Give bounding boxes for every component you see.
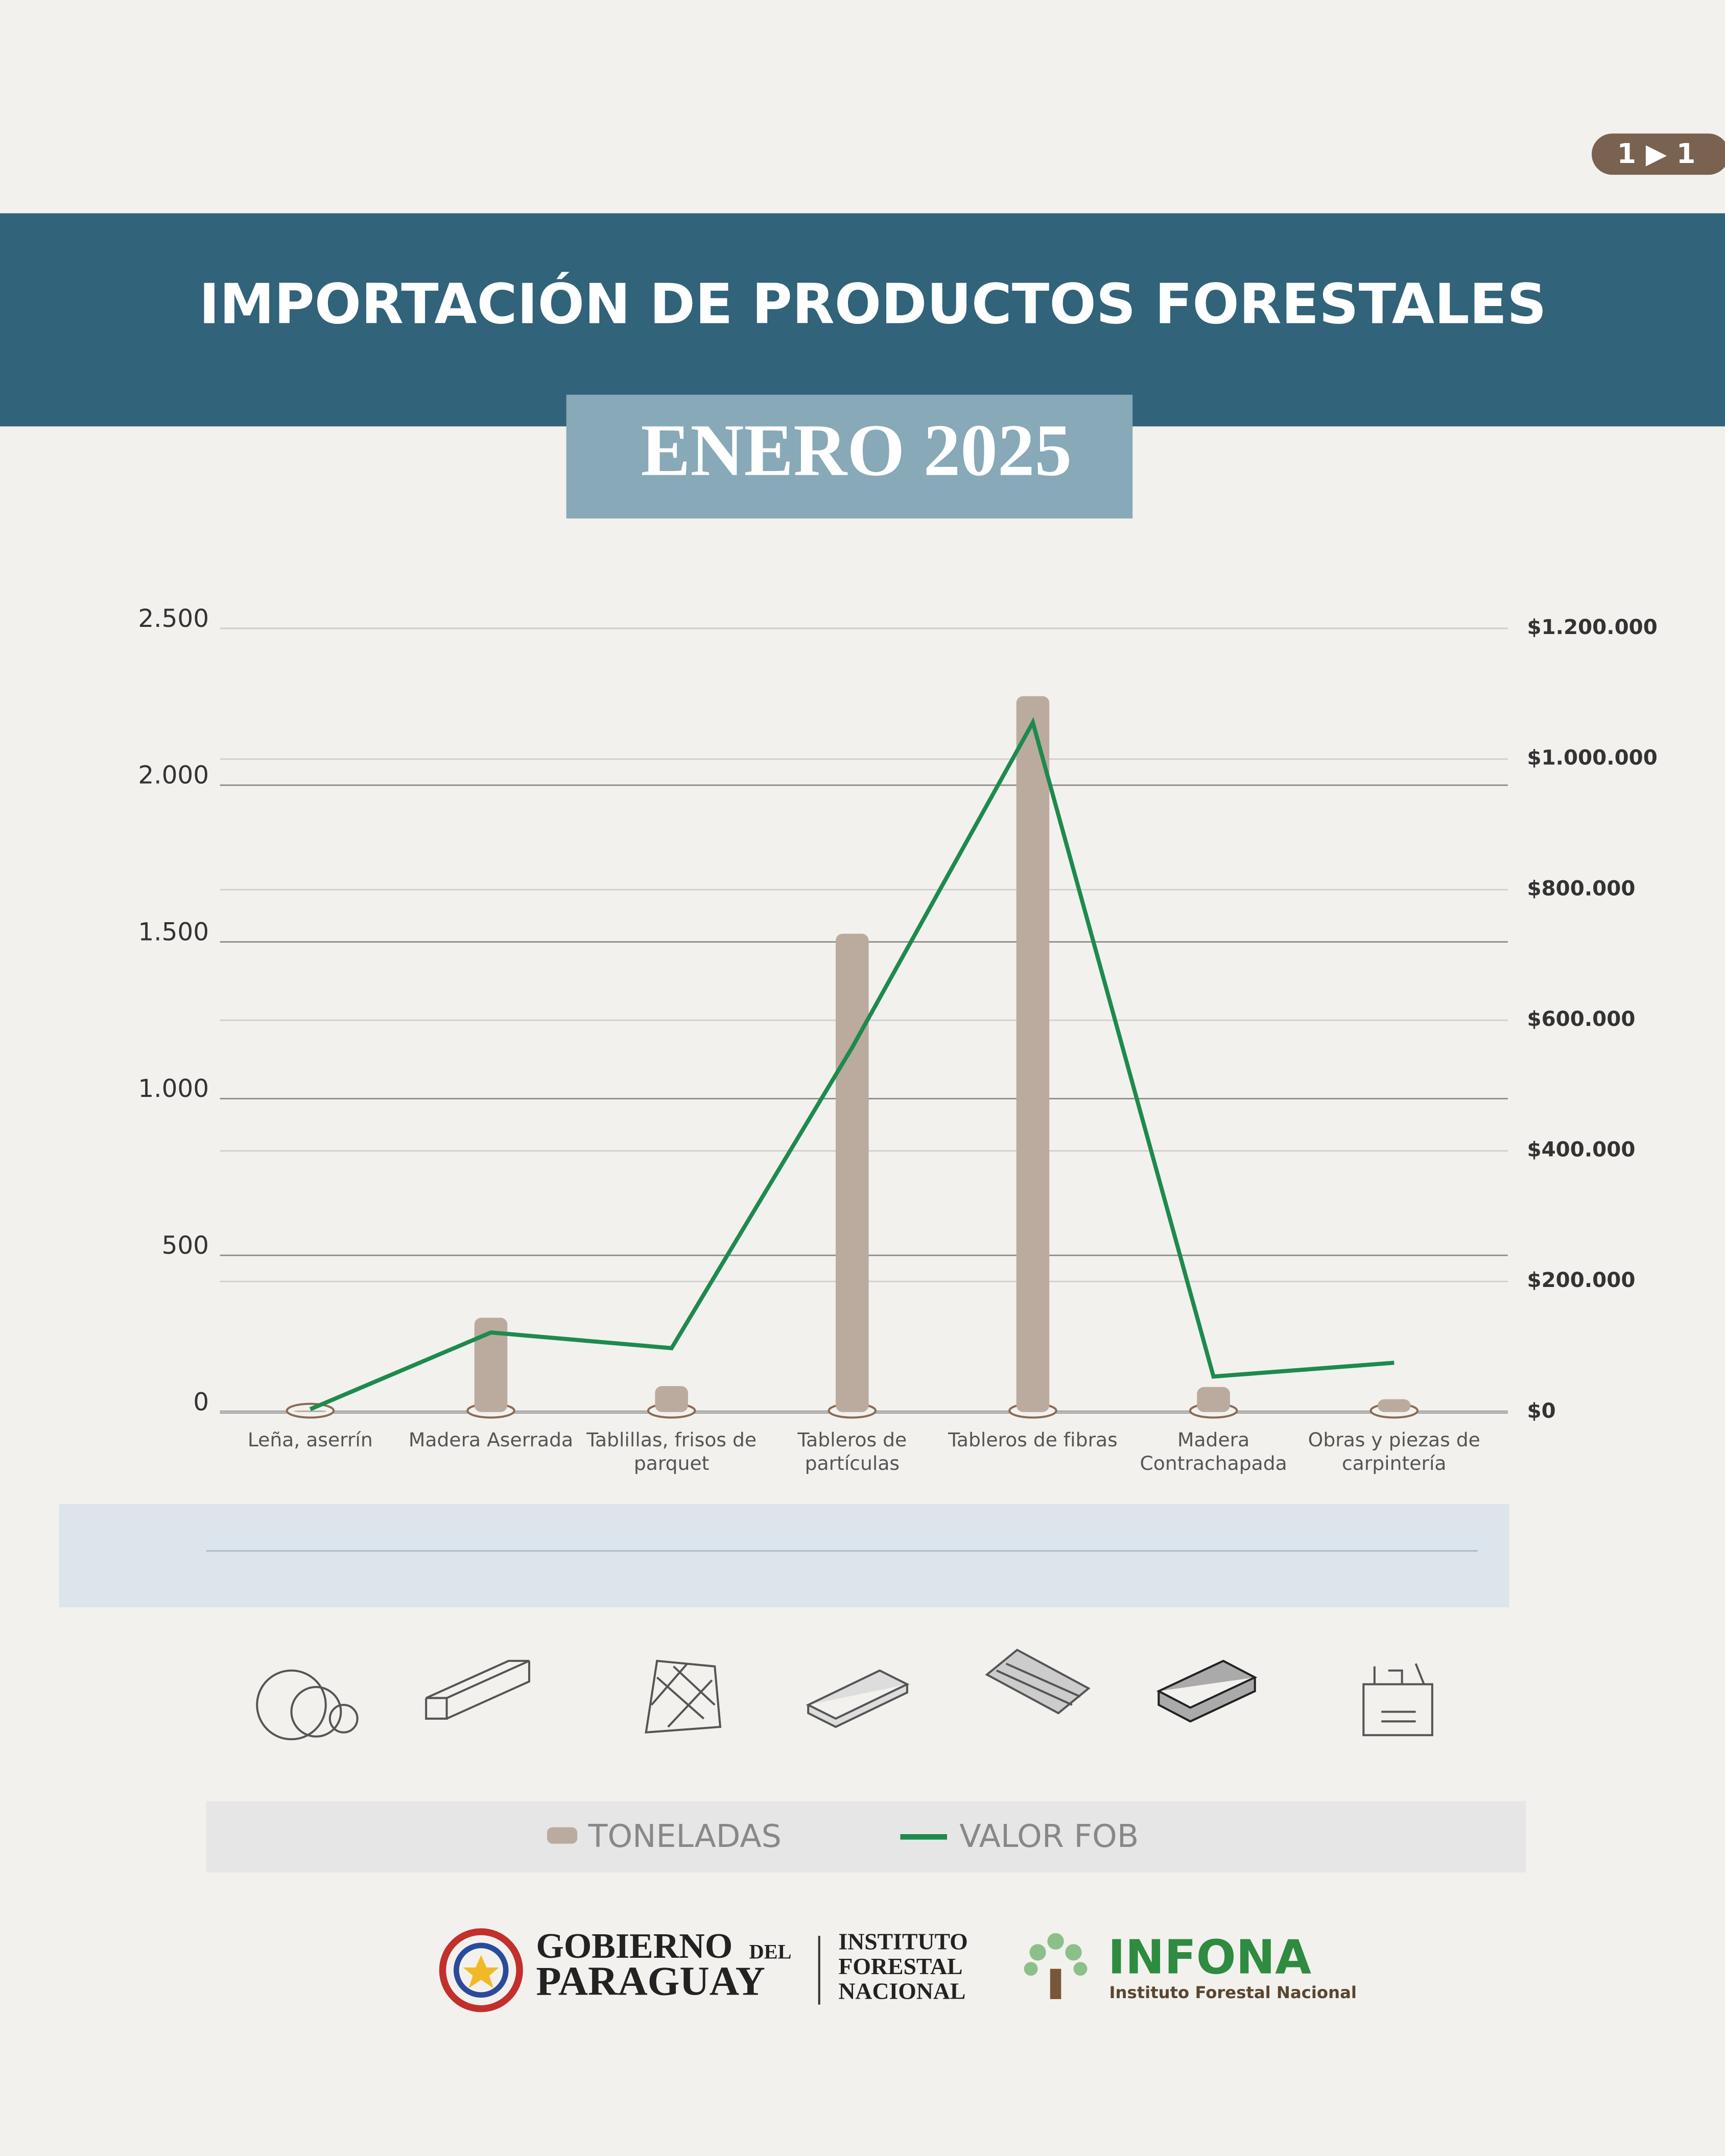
- y-tick-label: 2.500: [138, 604, 209, 633]
- y2-tick-label: $400.000: [1527, 1138, 1636, 1162]
- footer: GOBIERNO DEL PARAGUAY INSTITUTO FORESTAL…: [439, 1927, 1357, 2012]
- icon-carpentry: [1362, 1663, 1433, 1737]
- x-tick-label-box: Madera Aserrada: [408, 1429, 574, 1452]
- subtitle-box: [566, 394, 1133, 519]
- institute-line: INSTITUTO: [838, 1929, 967, 1955]
- x-tick-label-box: Madera Contrachapada: [1140, 1429, 1287, 1475]
- chart-title: IMPORTACIÓN DE PRODUCTOS FORESTALES: [199, 272, 1547, 336]
- icon-particleboard: [806, 1669, 910, 1728]
- icon-plywood: [1156, 1659, 1258, 1723]
- legend-label: VALOR FOB: [959, 1818, 1139, 1855]
- icon-lumber: [425, 1659, 530, 1720]
- bar: [655, 1386, 688, 1412]
- x-tick-label-box: Tableros de partículas: [797, 1429, 907, 1475]
- x-tick-label-box: Tablillas, frisos de parquet: [586, 1429, 757, 1475]
- y2-tick-label: $1.200.000: [1527, 615, 1658, 639]
- bar: [1016, 696, 1050, 1412]
- icon-parquet: [645, 1659, 722, 1734]
- x-tick-label: Madera Aserrada: [408, 1429, 574, 1452]
- legend-swatch: [547, 1827, 578, 1844]
- gov-line2: PARAGUAY: [536, 1958, 765, 2004]
- line: [309, 717, 1395, 1411]
- legend: TONELADAS VALOR FOB: [547, 1818, 1139, 1855]
- legend-band: [206, 1801, 1526, 1873]
- legend-label: TONELADAS: [588, 1818, 782, 1855]
- data-table: [59, 1504, 1509, 1607]
- y-tick-label: 500: [162, 1231, 209, 1260]
- institute-line: FORESTAL: [838, 1953, 962, 1979]
- y-tick-label: 0: [193, 1388, 209, 1417]
- x-tick-label: Tableros de fibras: [948, 1429, 1118, 1452]
- y2-tick-label: $600.000: [1527, 1007, 1636, 1031]
- y2-tick-label: $1.000.000: [1527, 746, 1658, 770]
- y2-tick-label: $200.000: [1527, 1268, 1636, 1292]
- y2-tick-label: $800.000: [1527, 876, 1636, 900]
- icon-firewood: [256, 1669, 359, 1741]
- bar: [474, 1318, 508, 1412]
- x-tick-label: Obras y piezas de carpintería: [1308, 1429, 1480, 1475]
- page-indicator: 1 ▶ 1: [1617, 137, 1696, 170]
- x-tick-label: Madera Contrachapada: [1140, 1429, 1287, 1475]
- infona-logo: INFONA: [1108, 1930, 1311, 1984]
- bar: [1197, 1387, 1230, 1412]
- x-tick-label-box: Leña, aserrín: [247, 1429, 373, 1452]
- institute-line: NACIONAL: [838, 1978, 965, 2004]
- page-badge: [1592, 133, 1725, 175]
- y-tick-label: 1.000: [138, 1074, 209, 1103]
- x-tick-label-box: Tableros de fibras: [948, 1429, 1118, 1452]
- icon-fiberboard: [985, 1648, 1091, 1715]
- x-tick-label: Tableros de partículas: [797, 1429, 907, 1475]
- y-tick-label: 1.500: [138, 918, 209, 946]
- x-tick-label: Tablillas, frisos de parquet: [586, 1429, 757, 1475]
- infona-tree: [1024, 1933, 1088, 1999]
- x-tick-label-box: Obras y piezas de carpintería: [1308, 1429, 1480, 1475]
- title-band: [0, 213, 1725, 427]
- x-tick-label: Leña, aserrín: [247, 1429, 373, 1452]
- chart-subtitle: ENERO 2025: [641, 410, 1072, 491]
- coat-of-arms: [439, 1928, 523, 2012]
- y2-tick-label: $0: [1527, 1399, 1556, 1423]
- star: [463, 1955, 499, 1988]
- gov-line1: GOBIERNO: [536, 1927, 732, 1966]
- bar: [836, 933, 869, 1412]
- coat-of-arms-inner: [453, 1942, 509, 1998]
- icons: [256, 1648, 1433, 1741]
- bar: [294, 1410, 327, 1412]
- bar: [1377, 1399, 1411, 1412]
- gov-del: DEL: [749, 1940, 792, 1963]
- infona-sub: Instituto Forestal Nacional: [1109, 1983, 1357, 2002]
- y-tick-label: 2.000: [138, 761, 209, 790]
